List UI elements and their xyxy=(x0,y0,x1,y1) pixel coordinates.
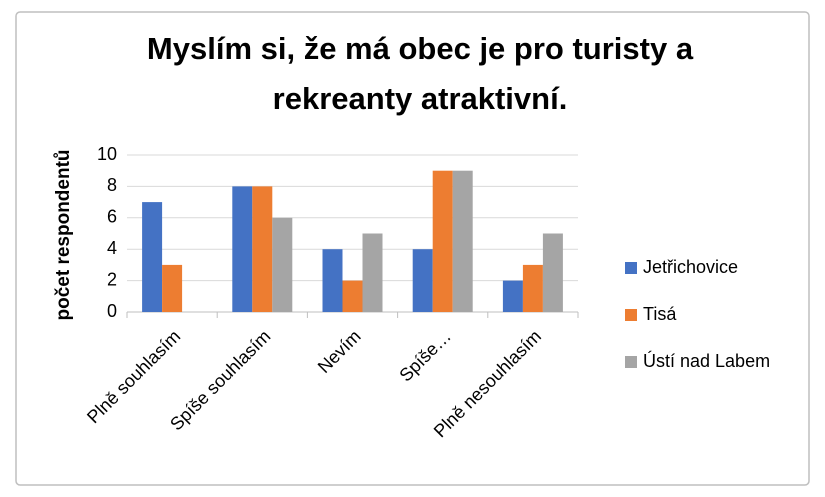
legend-label: Ústí nad Labem xyxy=(643,350,770,371)
chart-title: Myslím si, že má obec je pro turisty a r… xyxy=(146,31,694,116)
y-tick-label: 4 xyxy=(107,238,117,258)
bar xyxy=(542,233,563,312)
legend-swatch xyxy=(625,309,637,321)
bar xyxy=(432,170,453,312)
bar xyxy=(412,249,433,312)
bar xyxy=(272,217,293,312)
bar xyxy=(322,249,343,312)
legend-label: Tisá xyxy=(643,304,677,324)
bar xyxy=(162,264,183,312)
bar xyxy=(362,233,383,312)
y-tick-label: 8 xyxy=(107,175,117,195)
chart-border xyxy=(15,11,810,486)
y-tick-label: 6 xyxy=(107,207,117,227)
y-axis-label: počet respondentů xyxy=(53,149,74,320)
bar xyxy=(452,170,473,312)
y-tick-label: 0 xyxy=(107,301,117,321)
bar xyxy=(142,202,163,312)
legend-swatch xyxy=(625,356,637,368)
bar xyxy=(342,280,363,312)
bar xyxy=(252,186,273,312)
bar xyxy=(522,264,543,312)
y-tick-label: 10 xyxy=(97,144,117,164)
bar xyxy=(502,280,523,312)
legend-label: Jetřichovice xyxy=(643,257,738,277)
legend-swatch xyxy=(625,262,637,274)
y-tick-label: 2 xyxy=(107,269,117,289)
bar xyxy=(232,186,253,312)
